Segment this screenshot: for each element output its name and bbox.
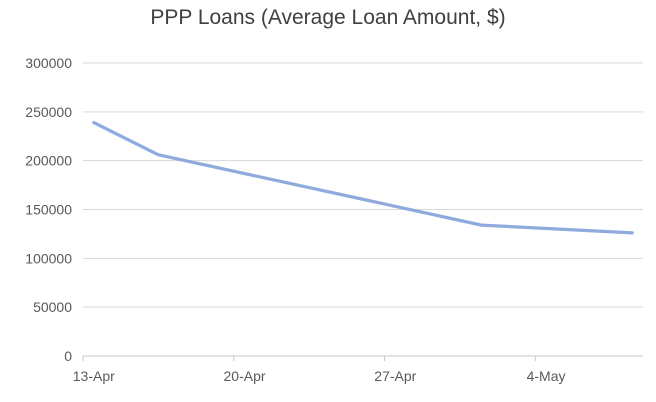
y-axis-tick-label: 200000 — [25, 153, 72, 169]
y-axis-tick-label: 300000 — [25, 55, 72, 71]
y-axis-tick-label: 50000 — [33, 299, 72, 315]
y-axis-tick-label: 150000 — [25, 202, 72, 218]
y-axis-tick-label: 250000 — [25, 104, 72, 120]
chart-title: PPP Loans (Average Loan Amount, $) — [150, 6, 506, 29]
y-axis-tick-label: 0 — [64, 348, 72, 364]
x-axis-tick-label: 4-May — [527, 368, 566, 384]
x-axis-tick-label: 13-Apr — [73, 368, 115, 384]
x-axis-tick-label: 27-Apr — [374, 368, 416, 384]
x-axis-tick-label: 20-Apr — [224, 368, 266, 384]
y-axis-tick-label: 100000 — [25, 250, 72, 266]
series-line-average-loan-amount — [92, 120, 634, 235]
